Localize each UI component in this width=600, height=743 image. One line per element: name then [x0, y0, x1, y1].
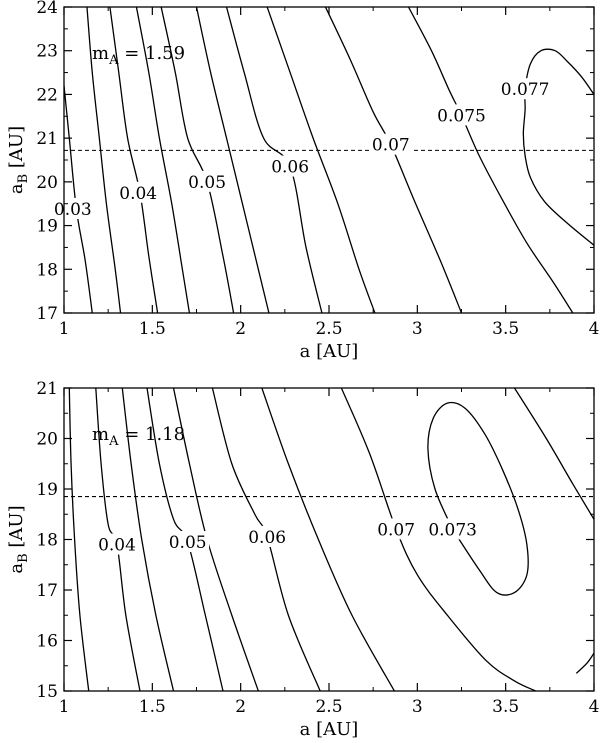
panel-bottom: 0.04 0.05 0.06 0.07 0.073 1 1.5 2 2.5 3 3.5 4 15 16 17… [6, 379, 599, 740]
contour-line [68, 388, 90, 691]
contour-label-bg [426, 518, 479, 540]
mass-annotation: mA = 1.18 [92, 424, 185, 449]
contour-line [266, 7, 376, 313]
x-tick-label: 3.5 [492, 697, 519, 717]
contour-line [261, 388, 395, 691]
contour-line [427, 401, 529, 596]
x-tick-label: 1 [59, 319, 70, 339]
mass-annotation: mA = 1.59 [92, 43, 185, 68]
x-tick-label: 3 [412, 697, 423, 717]
y-tick-label: 19 [36, 217, 58, 237]
x-tick-label: 3 [412, 319, 423, 339]
contour-label-bg [435, 104, 488, 126]
contour-line [225, 7, 323, 313]
x-axis-label: a [AU] [300, 341, 359, 362]
contour-line [340, 388, 536, 691]
contour-label: 0.03 [54, 200, 92, 220]
x-tick-label: 1.5 [139, 319, 166, 339]
x-tick-label: 4 [589, 697, 600, 717]
x-tick-label: 2.5 [315, 319, 342, 339]
contour-line [324, 7, 463, 313]
contour-label: 0.05 [188, 173, 226, 193]
contour-line [146, 388, 224, 691]
y-tick-label: 21 [36, 379, 58, 399]
y-tick-label: 16 [36, 632, 58, 652]
x-tick-label: 1.5 [139, 697, 166, 717]
panel-top: 0.03 0.04 0.05 0.06 0.07 0.075 0.077 1 1.5 2 2.5 3 3… [6, 0, 599, 362]
y-tick-label: 20 [36, 430, 58, 450]
y-tick-label: 18 [36, 260, 58, 280]
y-axis-label: aB [AU] [6, 505, 31, 573]
contour-line [135, 7, 191, 313]
contour-label-bg [51, 197, 95, 219]
contour-line [121, 388, 175, 691]
contour-line [86, 7, 122, 313]
y-tick-label: 15 [36, 682, 58, 702]
x-tick-label: 2 [235, 319, 246, 339]
contour-label-bg [268, 155, 312, 177]
x-tick-label: 3.5 [492, 319, 519, 339]
y-tick-label: 21 [36, 129, 58, 149]
y-tick-label: 18 [36, 531, 58, 551]
contour-label-bg [499, 78, 552, 100]
contour-label-bg [245, 525, 289, 547]
contour-label-bg [374, 518, 418, 540]
x-tick-label: 4 [589, 319, 600, 339]
x-tick-label: 2 [235, 697, 246, 717]
contour-label: 0.06 [248, 528, 286, 548]
contour-label-bg [116, 181, 160, 203]
contour-line [407, 7, 574, 313]
y-tick-label: 23 [36, 42, 58, 62]
contour-label-bg [95, 533, 139, 555]
contour-label: 0.075 [437, 106, 486, 126]
contour-label: 0.06 [271, 158, 309, 178]
y-tick-label: 19 [36, 480, 58, 500]
contour-line [195, 7, 270, 313]
y-axis-label: aB [AU] [6, 126, 31, 194]
y-tick-label: 17 [36, 581, 58, 601]
y-tick-label: 24 [36, 0, 58, 18]
contour-label: 0.04 [119, 184, 157, 204]
contour-label: 0.05 [169, 533, 207, 553]
contour-line [575, 652, 594, 674]
contour-label: 0.073 [428, 520, 477, 540]
contour-label-bg [185, 170, 229, 192]
y-tick-label: 20 [36, 173, 58, 193]
contour-label: 0.04 [98, 536, 136, 556]
contour-line [160, 7, 235, 313]
contour-label: 0.077 [501, 80, 550, 100]
contour-label-bg [166, 531, 210, 553]
x-axis-label: a [AU] [300, 719, 359, 740]
contour-line [513, 388, 594, 520]
y-tick-label: 22 [36, 85, 58, 105]
contour-line [109, 7, 159, 313]
contour-label-bg [369, 133, 413, 155]
contour-label: 0.07 [377, 520, 415, 540]
contour-line [522, 48, 594, 246]
y-tick-label: 17 [36, 304, 58, 324]
contour-label: 0.07 [372, 136, 410, 156]
x-tick-label: 2.5 [315, 697, 342, 717]
x-tick-label: 1 [59, 697, 70, 717]
